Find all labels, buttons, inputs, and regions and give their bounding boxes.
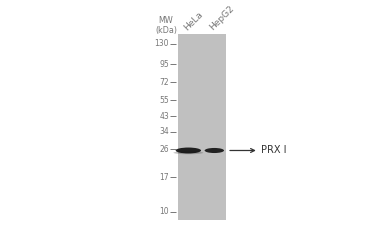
Text: HepG2: HepG2 — [208, 4, 236, 32]
Text: 130: 130 — [154, 39, 169, 48]
Text: 95: 95 — [159, 60, 169, 69]
Bar — [178, 34, 226, 220]
Text: 72: 72 — [159, 78, 169, 87]
Text: 17: 17 — [159, 172, 169, 182]
Text: MW
(kDa): MW (kDa) — [155, 16, 177, 34]
Ellipse shape — [176, 148, 201, 154]
Text: 34: 34 — [159, 127, 169, 136]
Text: 26: 26 — [159, 145, 169, 154]
Text: 43: 43 — [159, 112, 169, 121]
Ellipse shape — [173, 151, 203, 154]
Text: HeLa: HeLa — [182, 10, 204, 32]
Text: 55: 55 — [159, 96, 169, 104]
Ellipse shape — [204, 148, 224, 153]
Text: PRX I: PRX I — [230, 146, 287, 156]
Text: 10: 10 — [159, 208, 169, 216]
